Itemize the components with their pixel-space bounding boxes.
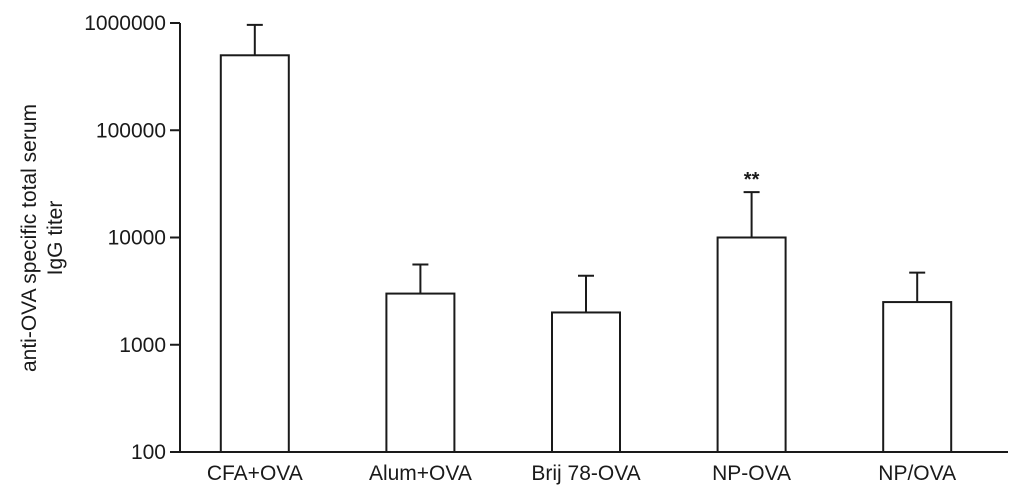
x-category-label: Brij 78-OVA — [531, 462, 640, 485]
bar — [219, 54, 290, 454]
bar — [385, 292, 456, 453]
bar — [882, 301, 953, 453]
x-category-label: CFA+OVA — [207, 462, 303, 485]
y-axis-title-line-1: anti-OVA specific total serum — [18, 104, 41, 372]
annotations: ** — [744, 169, 760, 191]
x-labels: CFA+OVA Alum+OVA Brij 78-OVA NP-OVA NP/OVA — [207, 462, 956, 485]
x-category-label: NP/OVA — [878, 462, 956, 485]
significance-marker: ** — [744, 169, 760, 191]
x-category-label: Alum+OVA — [369, 462, 472, 485]
y-tick-label: 100000 — [96, 119, 166, 142]
y-tick-label: 10000 — [108, 227, 166, 250]
y-tick-label: 1000000 — [84, 12, 166, 35]
bar — [551, 311, 621, 453]
x-category-label: NP-OVA — [712, 462, 791, 485]
bar — [716, 236, 787, 453]
y-axis-title-line-2: IgG titer — [44, 201, 67, 276]
y-tick-label: 1000 — [119, 334, 166, 357]
y-ticks: 100 1000 10000 100000 1000000 — [84, 12, 180, 464]
y-tick-label: 100 — [131, 441, 166, 464]
bars — [219, 23, 953, 454]
y-axis-title: anti-OVA specific total serum IgG titer — [18, 104, 67, 372]
